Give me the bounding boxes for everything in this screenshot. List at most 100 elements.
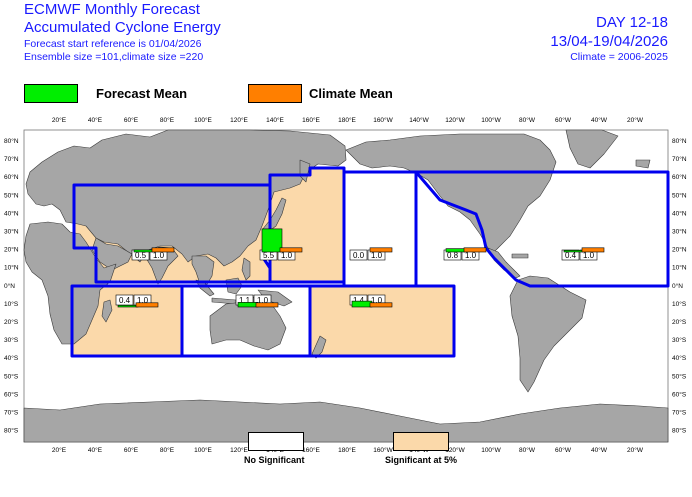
lat-tick-label: 80°N	[4, 137, 19, 145]
climate-bar	[279, 247, 303, 253]
lon-tick-label: 80°E	[160, 116, 175, 124]
lon-tick-label: 40°E	[88, 116, 103, 124]
forecast-value-box	[115, 294, 134, 306]
forecast-bar	[133, 249, 155, 253]
significant-swatch	[393, 432, 449, 451]
lat-tick-label: 20°S	[4, 318, 19, 326]
climate-value-label: 1.0	[371, 296, 383, 305]
lon-tick-label: 60°W	[555, 446, 572, 454]
lon-tick-label: 160°E	[302, 446, 320, 454]
lat-tick-label: 50°N	[4, 191, 19, 199]
climate-bar	[369, 247, 393, 253]
lon-tick-label: 80°W	[519, 446, 536, 454]
iceland-land	[635, 159, 651, 169]
climate-bar	[581, 247, 605, 253]
lon-tick-label: 100°E	[194, 116, 212, 124]
forecast-value-label: 0.8	[447, 251, 459, 260]
forecast-value-label: 0.0	[353, 251, 365, 260]
lat-tick-label: 20°N	[4, 246, 19, 254]
basin-box	[268, 166, 346, 284]
lon-tick-label: 100°W	[481, 446, 501, 454]
lon-tick-label: 100°W	[481, 116, 501, 124]
lat-tick-label: 70°N	[672, 155, 687, 163]
lat-tick-label: 10°S	[672, 300, 687, 308]
no-significant-label: No Significant	[244, 455, 305, 465]
title: ECMWF Monthly Forecast	[24, 1, 200, 18]
lon-tick-label: 140°W	[409, 116, 429, 124]
climate-bar	[463, 247, 487, 253]
lon-tick-label: 40°W	[591, 116, 608, 124]
ensemble-info: Ensemble size =101,climate size =220	[24, 51, 204, 63]
lon-tick-label: 80°W	[519, 116, 536, 124]
lat-tick-label: 70°S	[4, 409, 19, 417]
lat-tick-label: 70°N	[4, 155, 19, 163]
lon-tick-label: 40°E	[88, 446, 103, 454]
lat-tick-label: 60°S	[672, 390, 687, 398]
basin-box	[308, 284, 456, 358]
axis-labels: 20°E 20°E 40°E 40°E 60°E 60°E 80°E 80°E 100°E 100…	[4, 116, 687, 454]
climate-bar	[369, 302, 393, 308]
lat-tick-label: 30°N	[672, 228, 687, 236]
antarctica-land	[23, 399, 669, 443]
basin-bars: 0.5 1.0 5.5 1.0 0.0 1.0 0.8 1.0 0.4 1.0 0.4 1.0 1.1 1…	[115, 228, 605, 308]
lat-tick-label: 40°S	[4, 354, 19, 362]
lon-tick-label: 20°E	[52, 446, 67, 454]
day-range: DAY 12-18	[596, 14, 668, 31]
climate-mean-swatch	[248, 84, 302, 103]
forecast-bar	[563, 250, 585, 253]
greenland-land	[565, 129, 619, 169]
forecast-value-label: 0.5	[135, 251, 147, 260]
lon-tick-label: 160°E	[302, 116, 320, 124]
lon-tick-label: 120°W	[445, 446, 465, 454]
climate-value-label: 1.0	[465, 251, 477, 260]
subtitle: Accumulated Cyclone Energy	[24, 19, 221, 36]
lat-tick-label: 70°S	[672, 409, 687, 417]
significance-fill	[310, 286, 454, 356]
forecast-value-label: 1.4	[353, 296, 365, 305]
climate-period: Climate = 2006-2025	[570, 51, 668, 63]
forecast-value-label: 1.1	[239, 296, 251, 305]
lon-tick-label: 60°W	[555, 116, 572, 124]
madagascar-land	[101, 299, 113, 323]
forecast-mean-swatch	[24, 84, 78, 103]
lon-tick-label: 160°W	[373, 116, 393, 124]
lon-tick-label: 120°E	[230, 446, 248, 454]
lat-tick-label: 40°S	[672, 354, 687, 362]
lat-tick-label: 80°S	[4, 427, 19, 435]
forecast-value-label: 5.5	[263, 251, 275, 260]
lon-tick-label: 160°W	[373, 446, 393, 454]
date-range: 13/04-19/04/2026	[550, 33, 668, 50]
climate-value-label: 1.0	[281, 251, 293, 260]
climate-mean-label: Climate Mean	[309, 86, 393, 101]
lat-tick-label: 60°N	[4, 173, 19, 181]
lon-tick-label: 60°E	[124, 116, 139, 124]
cuba-land	[511, 253, 529, 259]
forecast-bar	[351, 300, 373, 308]
land-masses	[23, 129, 669, 443]
climate-bar	[135, 302, 159, 308]
climate-value-label: 1.0	[153, 251, 165, 260]
basin-boxes	[70, 166, 670, 358]
climate-value-label: 1.0	[583, 251, 595, 260]
forecast-bar	[261, 228, 283, 253]
lat-tick-label: 40°N	[4, 209, 19, 217]
lon-tick-label: 20°E	[52, 116, 67, 124]
forecast-bar	[117, 305, 139, 308]
lon-tick-label: 40°W	[591, 446, 608, 454]
climate-bar	[151, 247, 175, 253]
eurasia-land	[25, 129, 347, 267]
forecast-bar	[237, 302, 259, 308]
lat-tick-label: 50°N	[672, 191, 687, 199]
africa-land	[23, 221, 117, 345]
lon-tick-label: 20°W	[627, 446, 644, 454]
forecast-value-label: 0.4	[565, 251, 577, 260]
climate-bar	[255, 302, 279, 308]
climate-value-label: 1.0	[137, 296, 149, 305]
lat-tick-label: 0°N	[672, 282, 683, 290]
lat-tick-label: 60°N	[672, 173, 687, 181]
lat-tick-label: 20°S	[672, 318, 687, 326]
forecast-mean-label: Forecast Mean	[96, 86, 188, 101]
lon-tick-label: 180°E	[338, 116, 356, 124]
forecast-value-label: 0.4	[119, 296, 131, 305]
